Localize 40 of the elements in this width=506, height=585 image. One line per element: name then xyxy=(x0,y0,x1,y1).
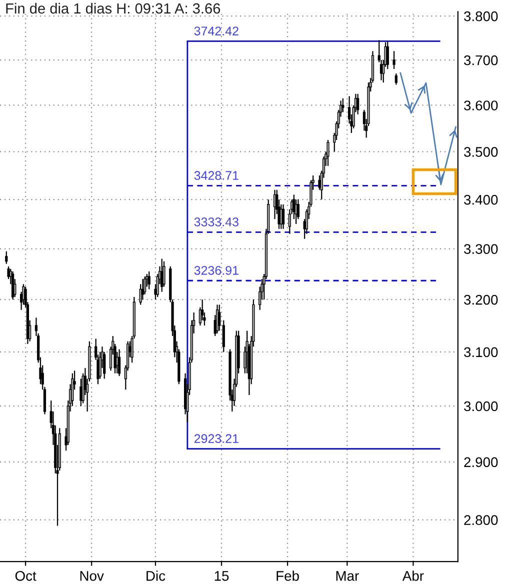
ref-line-label: 3742.42 xyxy=(194,26,238,36)
ref-line-label: 3428.71 xyxy=(194,171,238,180)
candlestick xyxy=(282,204,285,230)
x-tick-label: Nov xyxy=(80,571,104,581)
candlestick xyxy=(292,194,296,220)
y-tick-label: 3.600 xyxy=(464,100,498,110)
candlestick xyxy=(392,50,396,70)
candlestick xyxy=(326,139,330,166)
y-tick-label: 3.400 xyxy=(464,194,498,205)
candlestick xyxy=(342,98,344,113)
ref-line-label: 3333.43 xyxy=(194,218,238,226)
line-series xyxy=(400,72,456,186)
candlestick xyxy=(222,320,225,352)
candlestick xyxy=(118,348,121,377)
y-tick-label: 3.700 xyxy=(464,55,498,66)
x-tick-label: Feb xyxy=(276,570,299,581)
y-tick-label: 3.000 xyxy=(464,401,498,412)
x-tick-label: Mar xyxy=(336,571,359,581)
chart-title: Fin de dia 1 dias H: 09:31 A: 3.66 xyxy=(6,2,220,14)
candlestick xyxy=(394,72,398,86)
y-tick-label: 2.900 xyxy=(464,457,498,468)
ref-line-label: 2923.21 xyxy=(194,434,238,444)
candlestick xyxy=(386,40,389,70)
y-tick-label: 3.200 xyxy=(464,294,498,305)
y-tick-label: 3.100 xyxy=(464,347,498,358)
y-tick-label: 3.300 xyxy=(464,244,498,254)
candlestick xyxy=(148,270,150,290)
candlestick xyxy=(7,266,10,280)
x-tick-label: Oct xyxy=(15,570,36,581)
y-tick-label: 3.800 xyxy=(464,11,498,22)
y-tick-label: 3.500 xyxy=(464,147,498,157)
x-tick-label: Dic xyxy=(146,570,166,581)
ref-line-label: 3236.91 xyxy=(194,266,238,275)
x-tick-label: 15 xyxy=(214,571,229,581)
candlestick xyxy=(218,304,221,332)
candlestick xyxy=(318,174,321,190)
candlestick xyxy=(5,250,8,264)
candlestick xyxy=(296,198,300,220)
x-tick-label: Abr xyxy=(402,570,424,581)
y-tick-label: 2.800 xyxy=(464,515,498,525)
